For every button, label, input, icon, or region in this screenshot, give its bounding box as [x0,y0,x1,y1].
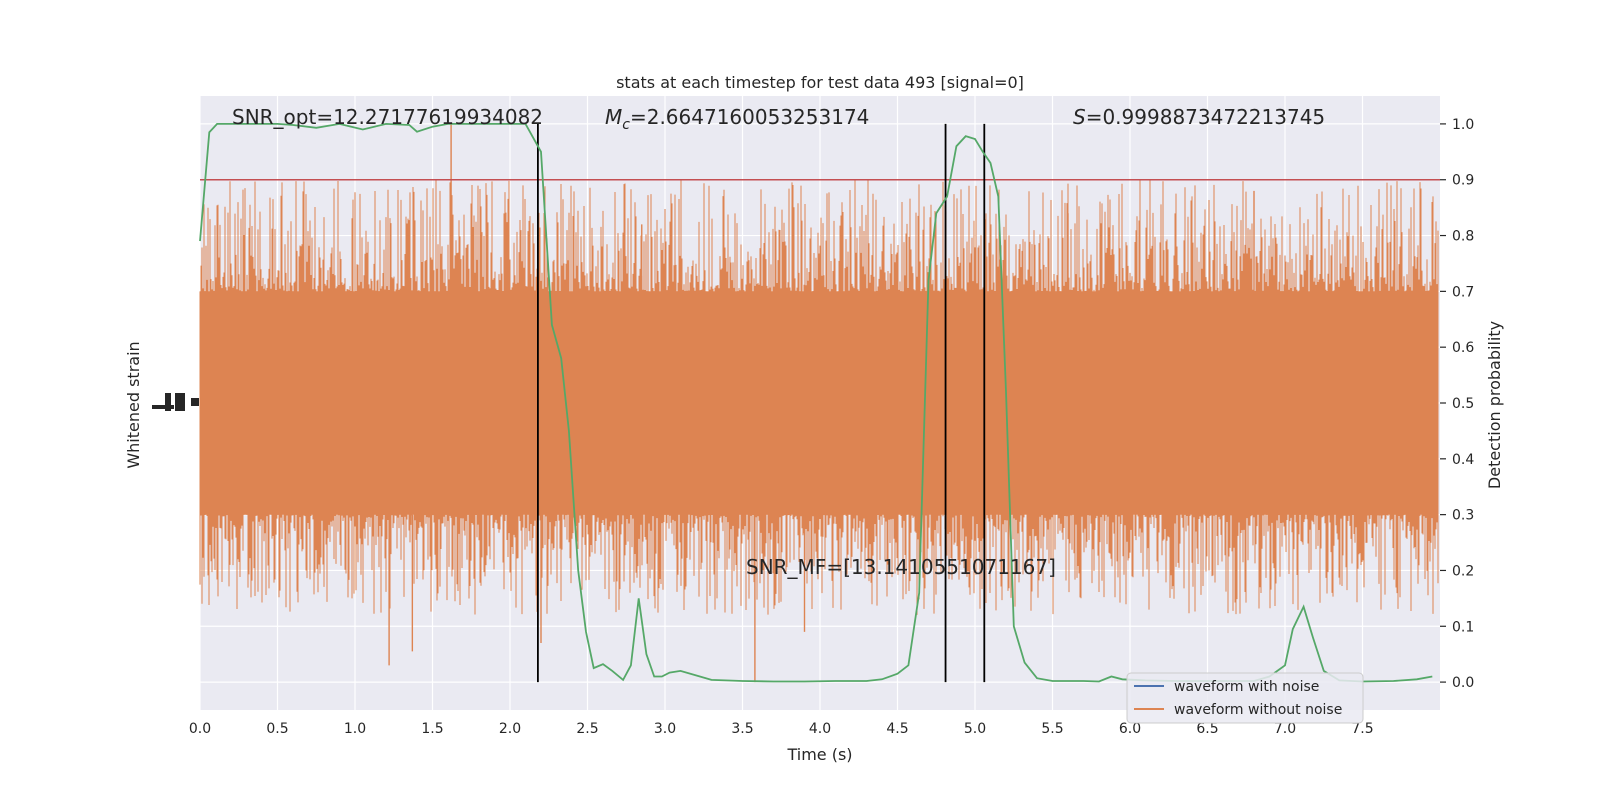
x-tick-label: 3.5 [731,721,753,737]
legend-label-without-noise: waveform without noise [1174,702,1342,718]
x-axis-label: Time (s) [786,745,852,764]
y-tick-label: 0.0 [1452,675,1474,691]
y-axis-label-right: Detection probability [1485,321,1504,489]
s-annotation: S=0.9998873472213745 [1073,105,1325,129]
x-tick-label: 2.5 [576,721,598,737]
y-tick-label: 0.1 [1452,619,1474,635]
x-tick-label: 7.0 [1274,721,1296,737]
y-tick-label: 0.8 [1452,229,1474,245]
y-tick-label: 0.3 [1452,508,1474,524]
y-tick-label: 0.9 [1452,173,1474,189]
x-tick-label: 0.5 [266,721,288,737]
left-axis-stub [152,393,199,411]
legend: waveform with noise waveform without noi… [1126,672,1364,724]
s-value: =0.9998873472213745 [1086,105,1325,129]
x-tick-label: 1.0 [344,721,366,737]
strain-band [199,123,1439,683]
y-tick-label: 1.0 [1452,117,1474,133]
x-tick-label: 5.0 [964,721,986,737]
x-tick-label: 0.0 [189,721,211,737]
x-tick-label: 6.5 [1196,721,1218,737]
x-tick-label: 1.5 [421,721,443,737]
mc-symbol: M [605,105,622,129]
y-tick-label: 0.6 [1452,340,1474,356]
y-tick-label: 0.5 [1452,396,1474,412]
x-tick-label: 2.0 [499,721,521,737]
y-tick-labels: 0.0 0.1 0.2 0.3 0.4 0.5 0.6 0.7 0.8 0.9 1.0 [1440,117,1474,691]
y-tick-label: 0.4 [1452,452,1474,468]
legend-label-with-noise: waveform with noise [1174,679,1319,695]
y-tick-label: 0.2 [1452,563,1474,579]
snr-mf-annotation: SNR_MF=[13.1410551071167] [746,555,1056,579]
chirp-mass-annotation: Mc=2.6647160053253174 [605,105,869,133]
mc-value: =2.6647160053253174 [630,105,869,129]
y-tick-label: 0.7 [1452,284,1474,300]
legend-box [1126,672,1364,724]
y-axis-label-left: Whitened strain [124,341,143,468]
x-tick-label: 7.5 [1351,721,1373,737]
vertical-lines [537,123,986,683]
x-tick-label: 4.5 [886,721,908,737]
snr-opt-annotation: SNR_opt=12.27177619934082 [232,105,543,129]
x-tick-label: 4.0 [809,721,831,737]
x-tick-label: 3.0 [654,721,676,737]
mc-subscript: c [622,117,630,133]
chart-title: stats at each timestep for test data 493… [616,73,1024,92]
x-tick-label: 6.0 [1119,721,1141,737]
x-tick-labels: 0.0 0.5 1.0 1.5 2.0 2.5 3.0 3.5 4.0 4.5 5.0 5.5 6.0 6… [189,721,1374,737]
x-tick-label: 5.5 [1041,721,1063,737]
s-symbol: S [1073,105,1086,129]
